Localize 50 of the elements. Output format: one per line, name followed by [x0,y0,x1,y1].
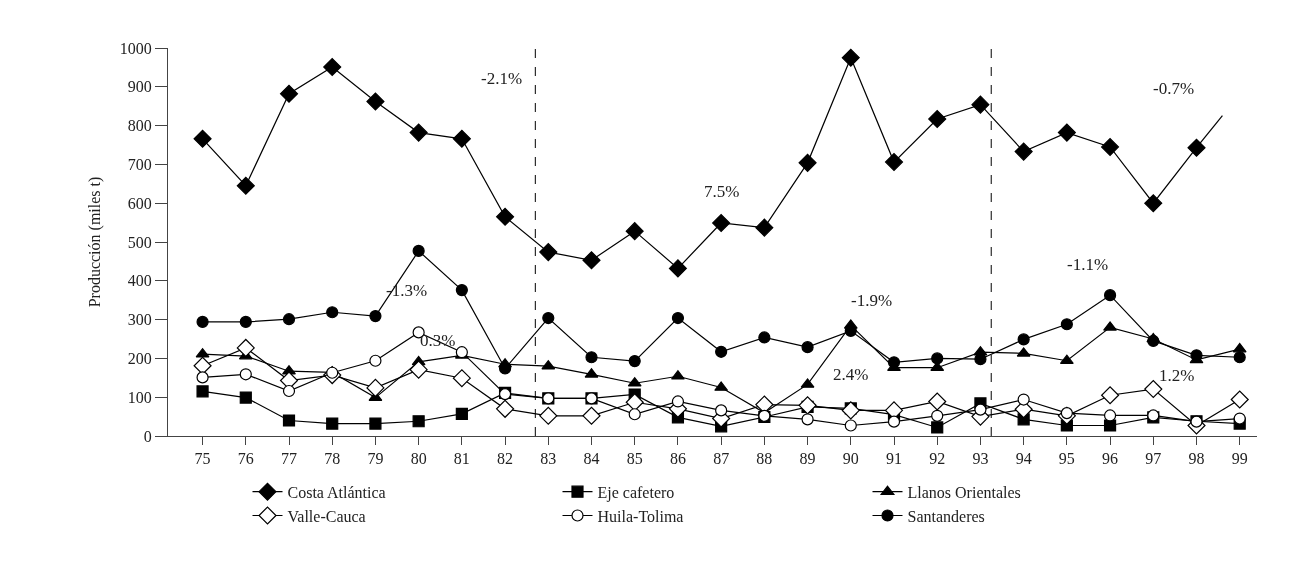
x-tick-label: 76 [237,450,254,468]
y-tick-label: 200 [127,350,152,367]
annotation: -2.1% [481,69,523,88]
x-tick-label: 78 [324,450,341,468]
x-tick-label: 93 [972,450,989,468]
annotation: 7.5% [704,182,740,201]
legend-label: Huila-Tolima [597,507,684,525]
legend-label: Eje cafetero [597,483,675,502]
x-tick-label: 81 [453,450,470,468]
x-tick-label: 75 [194,450,211,468]
x-tick-label: 86 [669,450,686,468]
legend-label: Santanderes [907,507,985,525]
legend-label: Valle-Cauca [287,507,366,525]
x-tick-label: 85 [626,450,643,468]
legend-label: Costa Atlántica [287,483,386,501]
x-tick-label: 80 [410,450,427,468]
x-tick-label: 95 [1058,450,1075,468]
annotation: -1.1% [1067,255,1109,274]
x-tick-label: 79 [367,450,384,468]
x-tick-label: 92 [929,450,946,468]
x-tick-label: 89 [799,450,816,468]
y-tick-label: 0 [143,427,152,445]
x-tick-label: 87 [713,450,730,468]
x-tick-label: 90 [842,450,859,468]
annotation: -1.9% [851,291,893,310]
annotation: -0.7% [1153,79,1195,98]
y-tick-label: 100 [127,388,152,406]
x-tick-label: 77 [281,450,297,468]
x-tick-label: 83 [540,450,557,468]
x-tick-label: 97 [1145,450,1162,468]
x-tick-label: 84 [583,450,600,468]
y-tick-label: 800 [127,117,152,135]
y-tick-label: 700 [127,156,152,173]
x-tick-label: 88 [756,450,773,468]
x-tick-label: 99 [1231,450,1248,468]
x-tick-label: 91 [886,450,902,468]
y-tick-label: 1000 [119,39,152,57]
annotation: 2.4% [833,365,869,384]
x-tick-label: 82 [497,450,514,468]
x-tick-label: 96 [1102,450,1119,468]
annotation: 1.2% [1159,366,1195,385]
y-tick-label: 300 [127,311,152,329]
y-tick-label: 600 [127,194,152,212]
y-tick-label: 900 [127,78,152,96]
legend-label: Llanos Orientales [907,483,1021,501]
y-tick-label: 400 [127,272,152,290]
y-tick-label: 500 [127,233,152,251]
x-tick-label: 98 [1188,450,1205,468]
x-tick-label: 94 [1015,450,1032,468]
y-axis-title: Producción (miles t) [85,176,104,308]
